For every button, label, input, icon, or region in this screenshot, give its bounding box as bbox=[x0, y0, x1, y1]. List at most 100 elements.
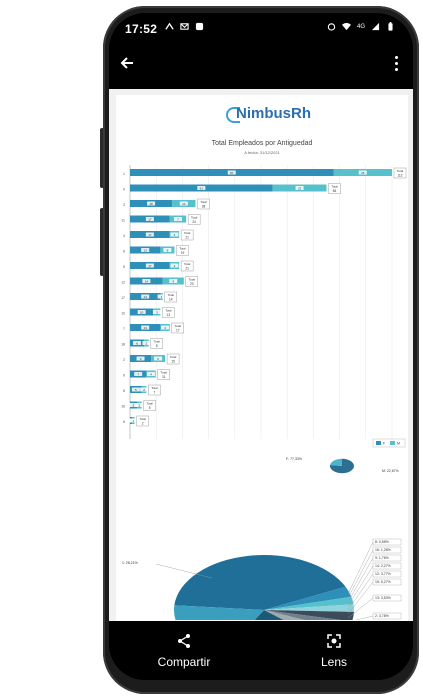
total-box bbox=[187, 214, 201, 225]
total-value: 5 bbox=[149, 406, 151, 410]
total-box bbox=[136, 415, 149, 427]
data-label-box bbox=[170, 232, 179, 237]
category-label: 7 bbox=[123, 327, 125, 331]
wifi-icon bbox=[341, 22, 351, 31]
total-caption: Total bbox=[191, 216, 198, 220]
total-caption: Total bbox=[140, 417, 147, 421]
total-caption: Total bbox=[184, 262, 191, 266]
data-label-box bbox=[227, 170, 236, 175]
data-label: 23 bbox=[298, 186, 302, 190]
total-caption: Total bbox=[175, 324, 182, 328]
total-caption: Total bbox=[200, 200, 207, 204]
total-value: 19 bbox=[181, 251, 185, 255]
leader-line bbox=[155, 563, 213, 579]
pie-slice bbox=[174, 605, 264, 620]
pie-slice bbox=[264, 604, 354, 612]
pie-slice bbox=[264, 610, 354, 620]
data-label-box bbox=[141, 294, 150, 299]
share-icon bbox=[178, 634, 190, 648]
legend-label: F bbox=[383, 442, 385, 446]
category-label: 18 bbox=[121, 343, 125, 347]
total-box bbox=[393, 167, 407, 179]
leader-line bbox=[347, 581, 374, 615]
total-value: 21 bbox=[185, 236, 189, 240]
legend-swatch bbox=[390, 441, 395, 445]
document-viewer[interactable]: NimbusRh Total Empleados por Antiguedad … bbox=[109, 89, 413, 621]
power-button bbox=[100, 208, 104, 276]
data-label-box bbox=[145, 217, 154, 221]
leader-line bbox=[347, 541, 374, 595]
data-label: 4 bbox=[174, 264, 176, 268]
total-value: 7 bbox=[153, 391, 155, 395]
data-label: 6 bbox=[167, 248, 169, 252]
pie-label: F: 77,33% bbox=[286, 457, 302, 461]
data-label: 13 bbox=[144, 295, 148, 299]
signal-icon bbox=[371, 22, 380, 31]
lens-label: Lens bbox=[320, 655, 348, 669]
data-label-box bbox=[141, 248, 150, 252]
data-label-box bbox=[161, 325, 170, 330]
data-label: 6 bbox=[136, 341, 138, 345]
legend bbox=[372, 438, 406, 448]
leader-line bbox=[347, 597, 374, 619]
lens-icon bbox=[327, 634, 341, 648]
notification-icons bbox=[165, 22, 204, 31]
data-label-box bbox=[145, 232, 154, 237]
more-options-button[interactable] bbox=[395, 56, 399, 74]
pie-label: M: 22,67% bbox=[382, 469, 399, 473]
category-label: 2 bbox=[123, 358, 125, 362]
battery-icon bbox=[388, 22, 393, 31]
data-label-box bbox=[134, 372, 143, 376]
data-label: 13 bbox=[144, 248, 148, 252]
data-label-box bbox=[295, 186, 304, 190]
total-box bbox=[328, 183, 341, 194]
leader-line bbox=[355, 615, 374, 620]
total-value: 23 bbox=[190, 282, 194, 286]
category-label: 6 bbox=[123, 250, 125, 254]
total-box bbox=[150, 338, 163, 349]
data-label-box bbox=[133, 341, 142, 345]
total-caption: Total bbox=[331, 185, 338, 189]
data-label: 9 bbox=[140, 357, 142, 361]
pie-label: 12: 3,77% bbox=[375, 572, 391, 576]
back-button[interactable] bbox=[119, 55, 135, 75]
data-label: 2 bbox=[143, 388, 145, 392]
legend-swatch bbox=[376, 441, 381, 445]
pie-slice bbox=[254, 610, 284, 620]
total-box bbox=[197, 198, 210, 210]
data-label-box bbox=[154, 356, 163, 361]
status-bar: 17:52 4G bbox=[109, 13, 413, 45]
more-vert-icon bbox=[395, 56, 398, 59]
total-value: 24 bbox=[192, 220, 196, 224]
total-value: 28 bbox=[202, 205, 206, 209]
data-label-box bbox=[179, 201, 188, 206]
leader-line bbox=[347, 565, 374, 607]
total-caption: Total bbox=[179, 247, 186, 251]
total-caption: Total bbox=[165, 309, 172, 313]
category-label: 9 bbox=[123, 374, 125, 378]
data-label: 7 bbox=[177, 217, 179, 221]
data-label: 3 bbox=[156, 310, 158, 314]
share-button[interactable]: Compartir bbox=[139, 631, 229, 669]
pie-label: 1: 28,21% bbox=[122, 561, 138, 565]
total-value: 112 bbox=[397, 174, 402, 178]
total-box bbox=[148, 384, 161, 396]
data-label-box bbox=[136, 356, 145, 361]
lens-button[interactable]: Lens bbox=[289, 631, 379, 669]
total-box bbox=[171, 322, 184, 334]
data-label-box bbox=[137, 310, 146, 314]
data-label: 3 bbox=[133, 403, 135, 407]
pie-label: 13: 3,53% bbox=[375, 596, 391, 600]
total-box bbox=[180, 260, 194, 272]
total-box bbox=[157, 369, 170, 380]
total-value: 17 bbox=[176, 329, 180, 333]
data-label: 6 bbox=[157, 357, 159, 361]
data-label: 87 bbox=[230, 171, 234, 175]
total-box bbox=[162, 307, 175, 318]
category-label: 0 bbox=[123, 188, 125, 192]
data-label: 2 bbox=[139, 403, 141, 407]
total-box bbox=[176, 245, 189, 256]
leader-line bbox=[347, 573, 374, 611]
category-label: 17 bbox=[121, 296, 125, 300]
